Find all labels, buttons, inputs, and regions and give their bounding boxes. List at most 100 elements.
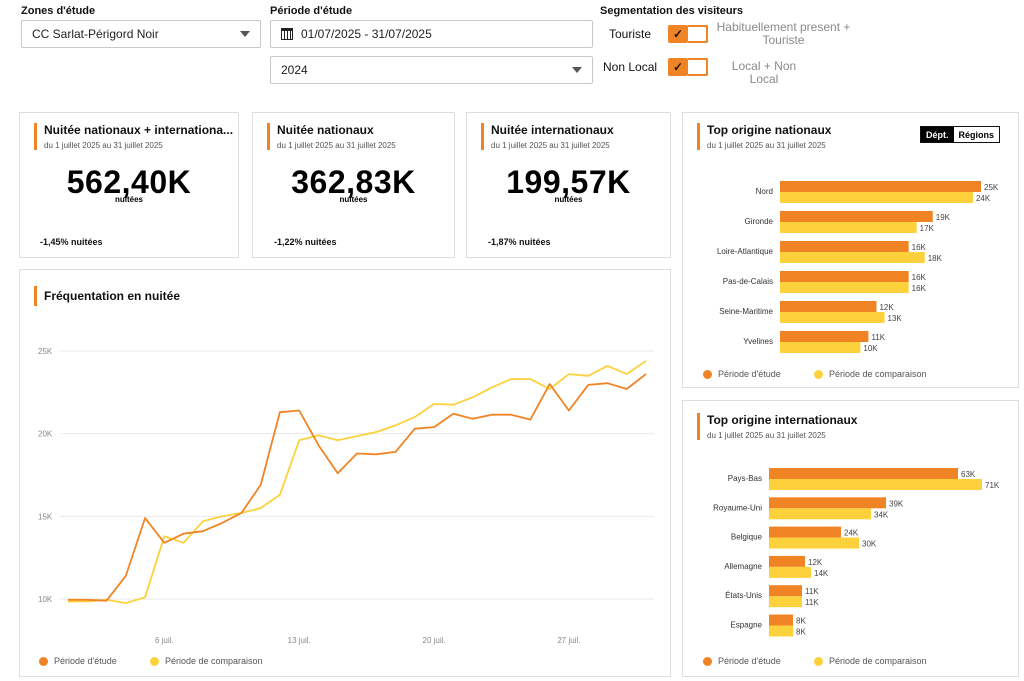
bar-value-label: 12K [879, 303, 894, 312]
zones-select[interactable]: CC Sarlat-Périgord Noir [21, 20, 261, 48]
legend-dot [150, 656, 159, 666]
comparison-bar [780, 222, 917, 233]
bar-value-label: 24K [976, 194, 991, 203]
y-tick-label: 10K [38, 595, 53, 604]
legend-dot [814, 369, 823, 379]
bar-value-label: 11K [805, 587, 819, 596]
legend-label: Période d'étude [54, 656, 117, 666]
line-chart: 25K 20K 15K 10K 6 juil. 13 juil. 20 juil. 27 ju… [38, 347, 654, 645]
category-label: Belgique [731, 533, 763, 542]
toggle-dept[interactable]: Dépt. [921, 127, 954, 142]
top-nat-header: Top origine nationaux du 1 juillet 2025 … [697, 123, 1018, 150]
comparison-year-select[interactable]: 2024 [270, 56, 593, 84]
kpi-title: Nuitée nationaux + internationa... [44, 123, 234, 137]
category-label: Nord [756, 187, 773, 196]
periode-date-picker[interactable]: 01/07/2025 - 31/07/2025 [270, 20, 593, 48]
study-bar [769, 468, 958, 479]
kpi-variation: -1,22% nuitées [274, 237, 337, 247]
bar-value-label: 16K [912, 284, 927, 293]
kpi-title: Nuitée nationaux [277, 123, 374, 137]
bar-value-label: 8K [796, 628, 806, 637]
study-bar [780, 331, 869, 342]
kpi-subtitle: du 1 juillet 2025 au 31 juillet 2025 [491, 141, 610, 150]
zones-value: CC Sarlat-Périgord Noir [32, 27, 159, 41]
study-bar [769, 497, 886, 509]
top-int-header: Top origine internationaux du 1 juillet … [697, 413, 1018, 440]
comparison-bar [780, 342, 861, 353]
comparison-bar [769, 479, 982, 490]
segment-touriste-label: Touriste [609, 27, 652, 41]
nat-legend-study: Période d'étude [703, 369, 781, 379]
kpi-value: 362,83K [291, 164, 416, 200]
legend-label: Période de comparaison [829, 656, 927, 666]
kpi-unit: nuitées [114, 195, 143, 204]
y-tick-label: 15K [38, 512, 53, 521]
toggle-track [688, 58, 708, 76]
checkmark-icon: ✓ [668, 58, 688, 76]
top-int-subtitle: du 1 juillet 2025 au 31 juillet 2025 [707, 431, 826, 440]
study-bar [769, 526, 841, 538]
comparison-bar [780, 252, 925, 263]
segment-touriste-desc: Habituellement present + Touriste [716, 20, 851, 47]
kpi-header: Nuitée nationaux du 1 juillet 2025 au 31… [267, 123, 454, 150]
category-label: Espagne [730, 621, 762, 630]
kpi-card-total: Nuitée nationaux + internationa... du 1 … [19, 112, 239, 258]
bar-value-label: 24K [844, 529, 859, 538]
int-legend-comparison: Période de comparaison [814, 656, 927, 666]
int-legend-study: Période d'étude [703, 656, 781, 666]
bar-value-label: 34K [874, 510, 889, 519]
comparison-series-line [68, 360, 647, 605]
comparison-bar [780, 312, 885, 323]
study-bar [780, 181, 981, 192]
kpi-subtitle: du 1 juillet 2025 au 31 juillet 2025 [44, 141, 163, 150]
calendar-icon [281, 28, 293, 40]
legend-dot [39, 656, 48, 666]
bar-value-label: 71K [985, 481, 1000, 490]
bar-value-label: 8K [796, 617, 806, 626]
x-tick-label: 27 juil. [557, 636, 580, 645]
bar-value-label: 11K [805, 598, 819, 607]
kpi-unit: nuitées [554, 195, 583, 204]
legend-label: Période d'étude [718, 369, 781, 379]
bar-value-label: 12K [808, 558, 823, 567]
toggle-regions[interactable]: Régions [953, 127, 1000, 142]
study-bar [780, 241, 909, 252]
top-nat-subtitle: du 1 juillet 2025 au 31 juillet 2025 [707, 141, 826, 150]
kpi-subtitle: du 1 juillet 2025 au 31 juillet 2025 [277, 141, 396, 150]
kpi-header: Nuitée nationaux + internationa... du 1 … [34, 123, 238, 150]
comparison-bar [769, 537, 859, 549]
x-tick-label: 13 juil. [288, 636, 311, 645]
dept-regions-toggle[interactable]: Dépt. Régions [920, 126, 1001, 143]
y-tick-label: 25K [38, 347, 53, 356]
chevron-down-icon [572, 67, 582, 73]
category-label: Royaume-Uni [713, 503, 762, 512]
bar-value-label: 17K [920, 224, 935, 233]
bar-value-label: 13K [888, 314, 903, 323]
bar-value-label: 16K [912, 243, 927, 252]
chevron-down-icon [240, 31, 250, 37]
comparison-year-value: 2024 [281, 63, 308, 77]
category-label: Loire-Atlantique [717, 247, 774, 256]
legend-label: Période de comparaison [165, 656, 263, 666]
segment-touriste-toggle[interactable]: ✓ [668, 25, 708, 43]
comparison-bar [780, 192, 973, 203]
legend-dot [703, 369, 712, 379]
kpi-title: Nuitée internationaux [491, 123, 614, 137]
x-tick-label: 6 juil. [155, 636, 174, 645]
nat-legend-comparison: Période de comparaison [814, 369, 927, 379]
bar-value-label: 18K [928, 254, 943, 263]
study-bar [769, 555, 805, 567]
kpi-variation: -1,45% nuitées [40, 237, 103, 247]
legend-label: Période de comparaison [829, 369, 927, 379]
kpi-header: Nuitée internationaux du 1 juillet 2025 … [481, 123, 670, 150]
bar-value-label: 16K [912, 273, 927, 282]
study-bar [769, 585, 802, 597]
segment-nonlocal-toggle[interactable]: ✓ [668, 58, 708, 76]
bar-value-label: 14K [814, 569, 829, 578]
kpi-value: 199,57K [506, 164, 631, 200]
comparison-bar [769, 508, 871, 520]
bar-value-label: 63K [961, 470, 976, 479]
category-label: Allemagne [724, 562, 762, 571]
